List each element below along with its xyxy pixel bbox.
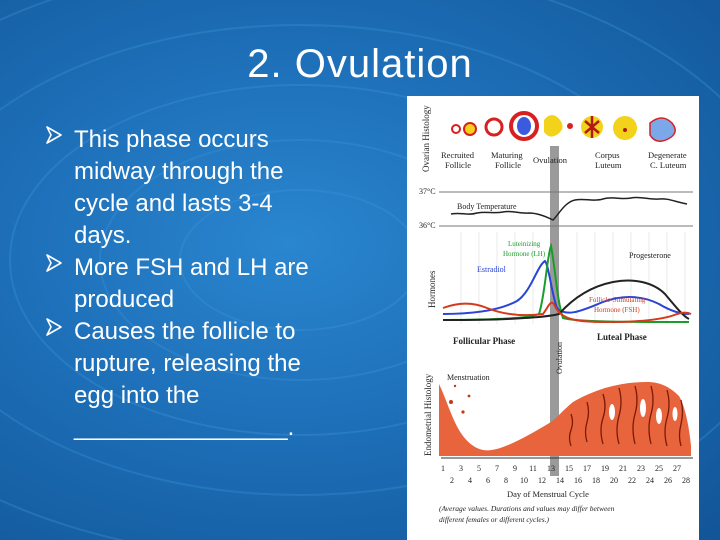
bullet-line: produced	[74, 286, 175, 313]
stage-label: Ovulation	[533, 155, 568, 165]
day-tick-label: 24	[646, 476, 654, 485]
bullet-line: cycle and lasts 3-4	[74, 190, 273, 217]
slide-title: 2. Ovulation	[247, 42, 473, 86]
bullet-line: rupture, releasing the	[74, 350, 301, 377]
day-tick-label: 19	[601, 464, 609, 473]
day-tick-label: 22	[628, 476, 636, 485]
day-tick-label: 17	[583, 464, 591, 473]
day-tick-label: 21	[619, 464, 627, 473]
stage-label: C. Luteum	[650, 160, 687, 170]
fsh-curve	[442, 301, 692, 324]
arrow-bullet-icon	[46, 318, 62, 336]
bullet-item: This phase occurs midway through the cyc…	[44, 124, 374, 252]
day-tick-label: 4	[468, 476, 472, 485]
day-tick-label: 2	[450, 476, 454, 485]
caption-line: (Average values. Durations and values ma…	[439, 504, 615, 513]
stage-label: Luteum	[595, 160, 622, 170]
day-tick-label: 1	[441, 464, 445, 473]
day-tick-label: 5	[477, 464, 481, 473]
bullet-line: midway through the	[74, 158, 284, 185]
day-tick-label: 16	[574, 476, 582, 485]
secondary-follicle-icon	[484, 117, 504, 137]
endometrium-shape	[439, 382, 691, 456]
bullet-line: This phase occurs	[74, 126, 269, 153]
body-temperature-curve	[450, 196, 688, 221]
day-tick-label: 12	[538, 476, 546, 485]
day-tick-label: 28	[682, 476, 690, 485]
fsh-label: Follicle-Stimulating	[589, 296, 646, 304]
follicular-phase-label: Follicular Phase	[453, 336, 515, 346]
day-axis-label: Day of Menstrual Cycle	[507, 489, 589, 499]
degenerate-corpus-luteum-icon	[649, 117, 676, 142]
ovarian-histology-label: Ovarian Histology	[421, 105, 431, 172]
menstrual-cycle-diagram: Ovarian Histology Hormones Endometrial H…	[419, 105, 693, 524]
day-tick-label: 9	[513, 464, 517, 473]
day-tick-label: 15	[565, 464, 573, 473]
menstrual-cycle-figure: Ovarian Histology Hormones Endometrial H…	[407, 96, 699, 540]
lh-label: Luteinizing	[508, 240, 541, 248]
day-tick-label: 18	[592, 476, 600, 485]
day-ticks-odd: 1 3 5 7 9 11 13 15 17 19 21 23 25 27	[441, 464, 681, 473]
stage-label: Corpus	[595, 150, 620, 160]
day-tick-label: 3	[459, 464, 463, 473]
stage-label: Maturing	[491, 150, 523, 160]
day-tick-label: 25	[655, 464, 663, 473]
progesterone-curve	[442, 279, 690, 321]
estradiol-label: Estradiol	[477, 265, 507, 274]
menstrual-debris	[449, 384, 471, 414]
ovarian-histology-icons	[451, 111, 676, 142]
bullet-line: Causes the follicle to	[74, 318, 296, 345]
day-tick-label: 26	[664, 476, 672, 485]
ruptured-follicle-icon	[544, 115, 563, 137]
day-tick-label: 13	[547, 464, 555, 473]
day-tick-label: 11	[529, 464, 537, 473]
day-tick-label: 27	[673, 464, 681, 473]
bullet-item: More FSH and LH are produced	[44, 252, 374, 316]
day-tick-label: 23	[637, 464, 645, 473]
menstruation-label: Menstruation	[447, 373, 490, 382]
day-tick-label: 8	[504, 476, 508, 485]
bullet-line: More FSH and LH are	[74, 254, 309, 281]
luteal-phase-label: Luteal Phase	[597, 332, 647, 342]
caption-line: different females or different cycles.)	[439, 515, 550, 524]
stage-label: Degenerate	[648, 150, 687, 160]
temp-37-label: 37°C	[419, 187, 436, 196]
ovulation-band	[550, 146, 559, 476]
stage-label: Recruited	[441, 150, 475, 160]
primordial-follicle-icon	[451, 124, 461, 134]
day-tick-label: 10	[520, 476, 528, 485]
bullet-line: ________________.	[74, 414, 295, 441]
day-tick-label: 20	[610, 476, 618, 485]
day-tick-label: 6	[486, 476, 490, 485]
temp-36-label: 36°C	[419, 221, 436, 230]
bullet-line: days.	[74, 222, 132, 249]
endometrial-histology-label: Endometrial Histology	[423, 373, 433, 456]
hormones-label: Hormones	[427, 270, 437, 308]
bullet-item: Causes the follicle to rupture, releasin…	[44, 316, 374, 444]
lh-label: Hormone (LH)	[503, 250, 546, 258]
bullet-list: This phase occurs midway through the cyc…	[44, 124, 374, 444]
day-tick-label: 14	[556, 476, 564, 485]
body-temperature-label: Body Temperature	[457, 202, 517, 211]
endometrium-lacunae	[609, 399, 678, 424]
arrow-bullet-icon	[46, 126, 62, 144]
bullet-line: egg into the	[74, 382, 200, 409]
primary-follicle-icon	[463, 122, 477, 136]
stage-label: Follicle	[495, 160, 521, 170]
fsh-label: Hormone (FSH)	[594, 306, 640, 314]
endometrial-glands	[568, 385, 684, 447]
stage-label: Follicle	[445, 160, 471, 170]
ovulation-vertical-label: Ovulation	[555, 342, 564, 374]
day-tick-label: 7	[495, 464, 499, 473]
day-ticks-even: 2 4 6 8 10 12 14 16 18 20 22 24 26 28	[450, 476, 690, 485]
progesterone-label: Progesterone	[629, 251, 671, 260]
arrow-bullet-icon	[46, 254, 62, 272]
